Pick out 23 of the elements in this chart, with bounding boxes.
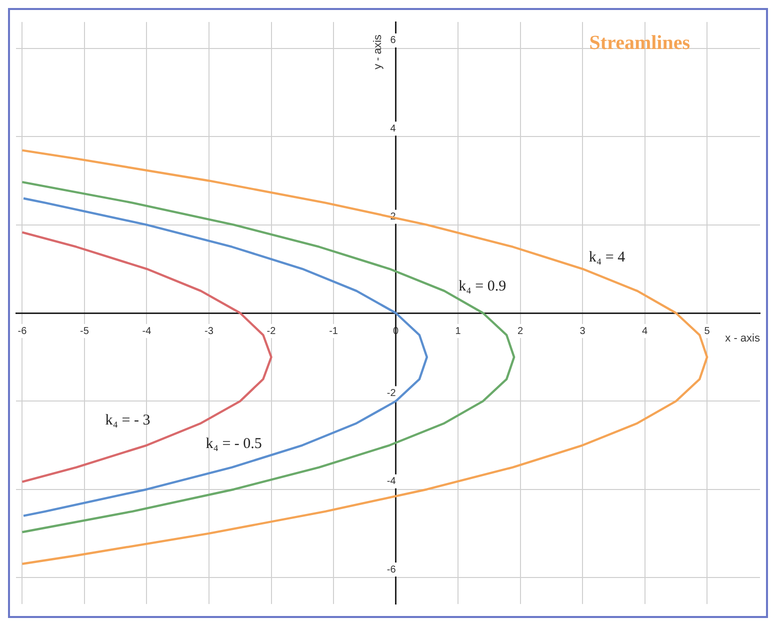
y-tick-label: -6: [386, 564, 396, 576]
x-tick-label: 5: [704, 326, 710, 337]
text: Streamlines: [589, 32, 690, 54]
x-tick-label: 3: [580, 326, 586, 337]
annotation: k₄ = - 0.5: [206, 436, 262, 452]
y-tick-label: -4: [386, 476, 396, 488]
x-tick-label: -3: [204, 326, 214, 337]
y-tick-label: 4: [390, 123, 396, 134]
x-tick-label: 1: [455, 326, 462, 337]
y-tick-label: -2: [386, 388, 396, 399]
x-axis-title: x - axis: [725, 332, 760, 345]
annotation: k₄ = - 3: [105, 412, 150, 429]
annotation: k₄ = 4: [588, 250, 626, 266]
x-tick-label: -6: [18, 326, 28, 337]
x-tick-label: -5: [80, 326, 90, 337]
y-tick-label: 6: [390, 35, 396, 46]
annotation: k₄ = 0.9: [458, 278, 506, 295]
x-tick-label: -1: [329, 326, 338, 337]
x-tick-label: 4: [642, 326, 648, 337]
x-tick-label: -4: [142, 326, 152, 337]
x-tick-label: 2: [518, 326, 524, 337]
x-tick-label: -2: [266, 326, 276, 337]
y-axis-title: y - axis: [372, 34, 384, 70]
